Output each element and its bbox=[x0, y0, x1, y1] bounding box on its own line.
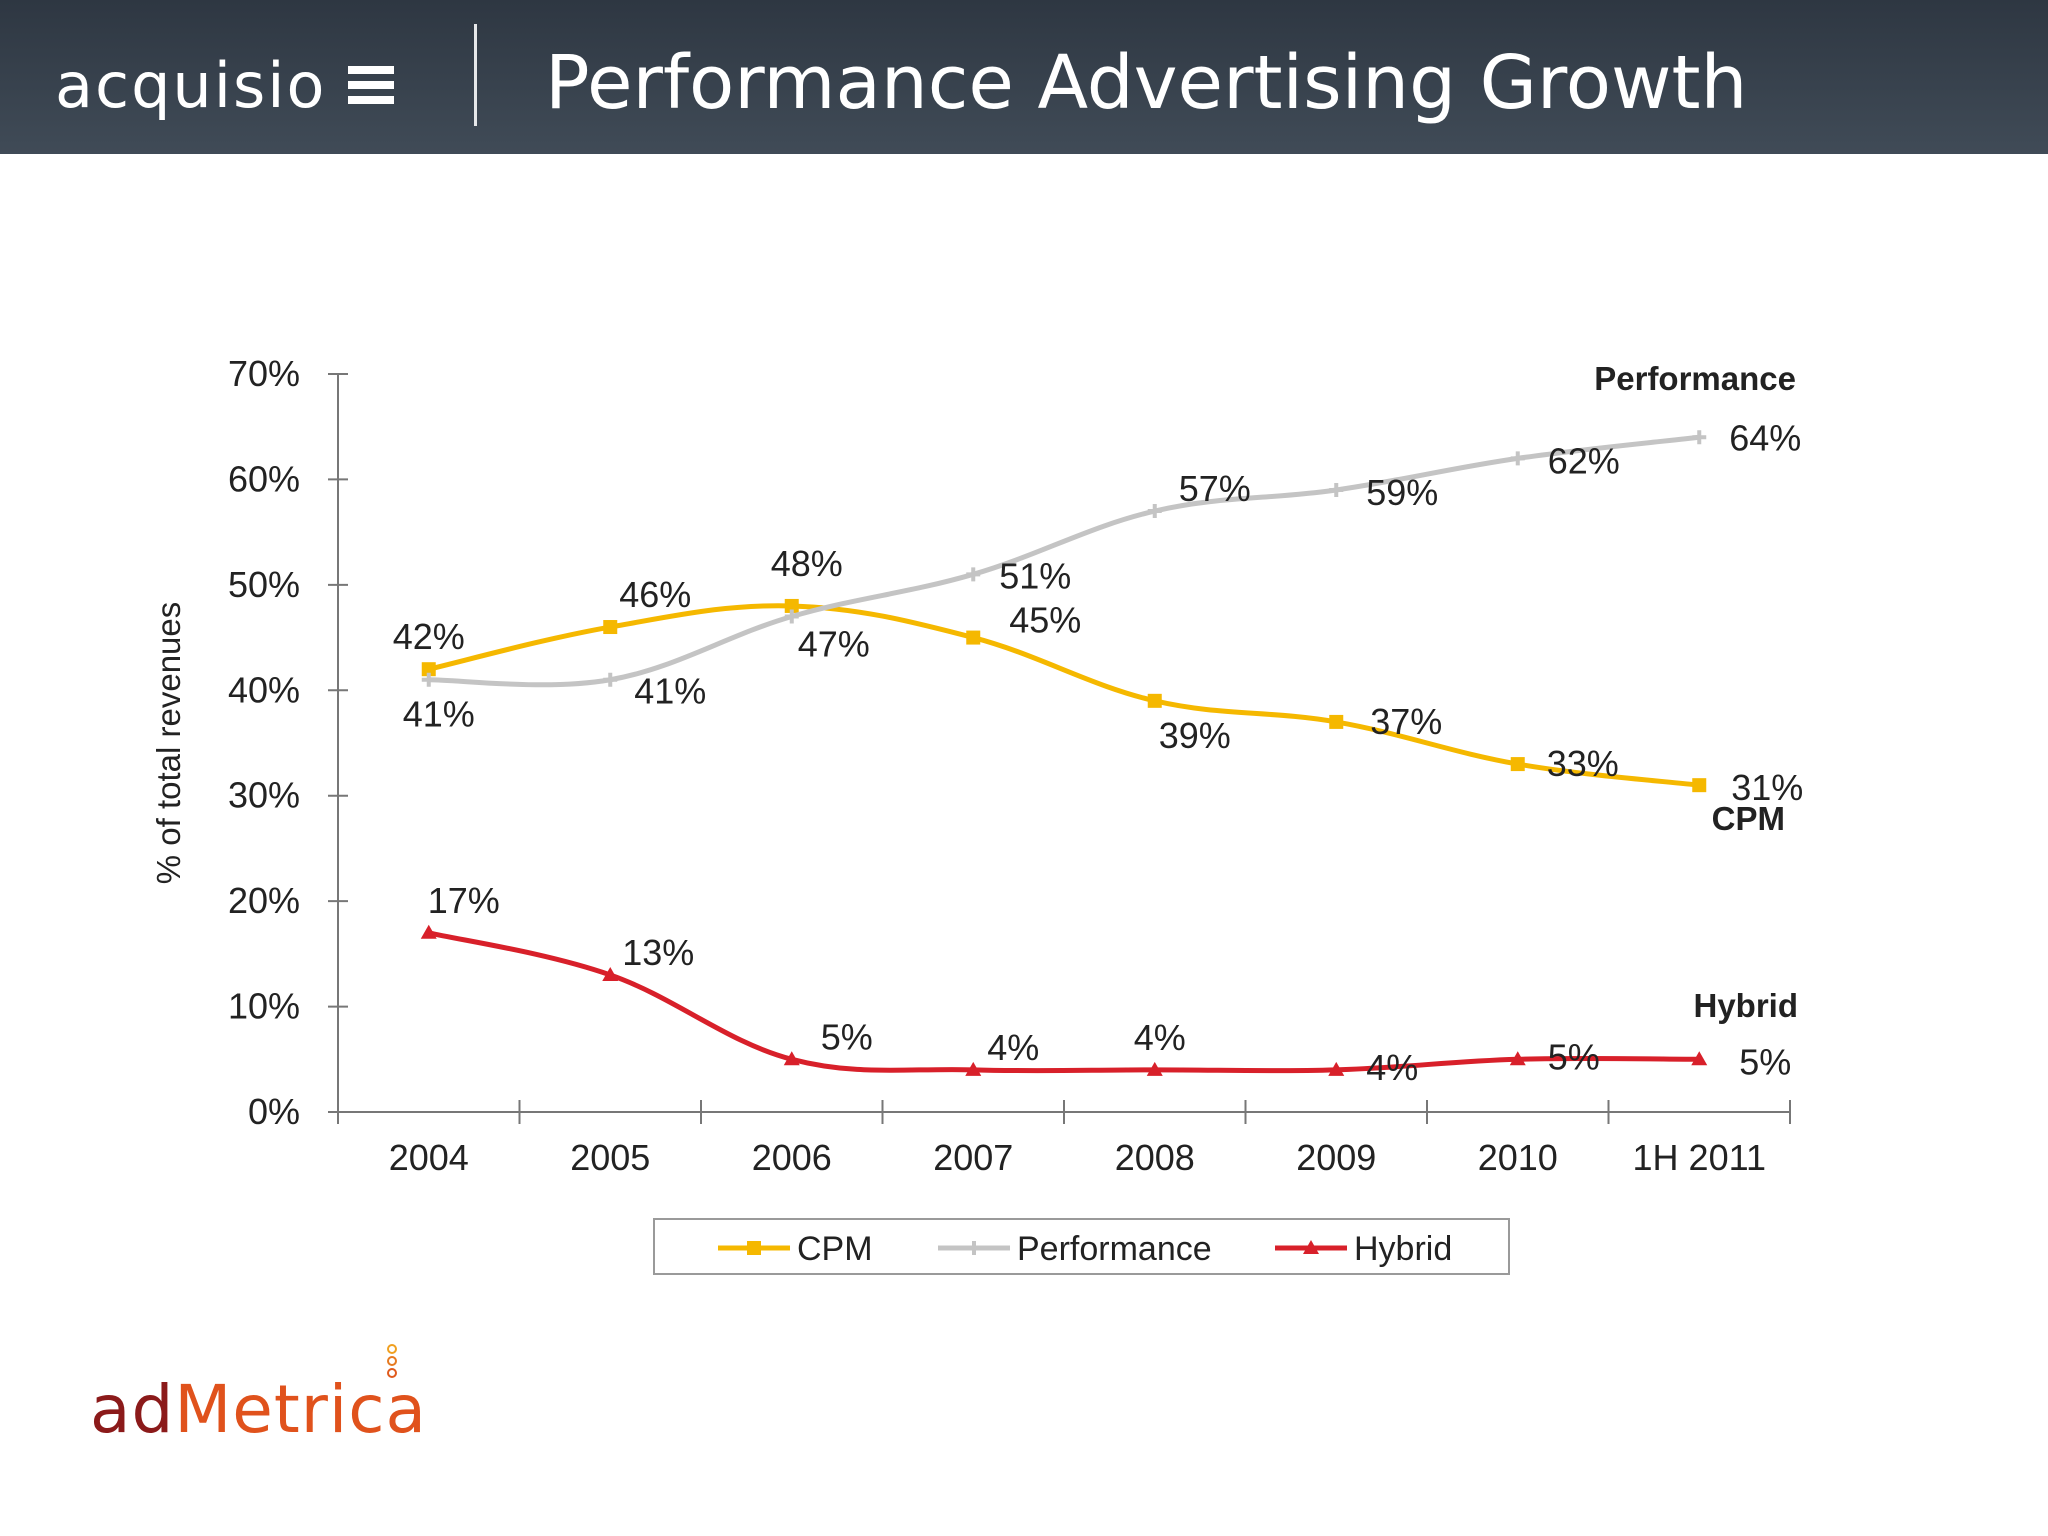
data-point-hybrid bbox=[1328, 1061, 1345, 1076]
data-label-cpm: 46% bbox=[619, 574, 691, 615]
data-point-cpm bbox=[421, 662, 436, 677]
slide-title: Performance Advertising Growth bbox=[545, 40, 1748, 126]
data-label-performance: 41% bbox=[634, 671, 706, 712]
data-label-performance: 64% bbox=[1729, 417, 1801, 458]
data-label-hybrid: 5% bbox=[1739, 1041, 1791, 1082]
x-tick-label: 2005 bbox=[570, 1137, 650, 1178]
y-tick-label: 60% bbox=[228, 458, 300, 499]
data-point-hybrid bbox=[1509, 1051, 1526, 1066]
legend-marker-hybrid bbox=[1303, 1240, 1319, 1254]
data-label-hybrid: 17% bbox=[428, 880, 500, 921]
data-point-cpm bbox=[1147, 693, 1162, 708]
series-line-hybrid bbox=[426, 930, 1702, 1074]
data-label-hybrid: 13% bbox=[622, 932, 694, 973]
x-tick-label: 2010 bbox=[1478, 1137, 1558, 1178]
legend-label-cpm: CPM bbox=[797, 1230, 873, 1268]
data-label-hybrid: 5% bbox=[821, 1016, 873, 1057]
logo-text: acquisio bbox=[55, 48, 327, 122]
y-tick-label: 40% bbox=[228, 669, 300, 710]
y-tick-label: 50% bbox=[228, 564, 300, 605]
data-point-hybrid bbox=[783, 1051, 800, 1066]
legend-marker-cpm bbox=[747, 1241, 761, 1255]
y-axis-label: % of total revenues bbox=[150, 602, 187, 885]
data-label-performance: 47% bbox=[798, 623, 870, 664]
data-label-hybrid: 5% bbox=[1548, 1036, 1600, 1077]
data-label-cpm: 33% bbox=[1547, 743, 1619, 784]
logo-dot-icon bbox=[387, 1356, 397, 1366]
data-point-performance bbox=[1510, 451, 1525, 466]
series-end-label-hybrid: Hybrid bbox=[1693, 987, 1798, 1024]
logo-dot-icon bbox=[387, 1368, 397, 1378]
x-tick-label: 2007 bbox=[933, 1137, 1013, 1178]
data-label-performance: 57% bbox=[1179, 468, 1251, 509]
x-tick-label: 2008 bbox=[1115, 1137, 1195, 1178]
data-point-performance bbox=[603, 672, 618, 687]
data-label-performance: 59% bbox=[1366, 472, 1438, 513]
menu-bars-icon bbox=[348, 66, 395, 104]
data-label-cpm: 39% bbox=[1159, 715, 1231, 756]
data-point-hybrid bbox=[602, 966, 619, 981]
data-point-performance bbox=[966, 567, 981, 582]
series-line-cpm bbox=[426, 603, 1702, 788]
data-label-cpm: 37% bbox=[1370, 701, 1442, 742]
acquisio-logo: acquisio bbox=[55, 40, 395, 130]
data-point-performance bbox=[421, 672, 436, 687]
data-point-cpm bbox=[1692, 778, 1707, 793]
data-label-cpm: 48% bbox=[771, 543, 843, 584]
data-point-hybrid bbox=[1691, 1051, 1708, 1066]
slide-header: acquisio Performance Advertising Growth bbox=[0, 0, 2048, 154]
data-label-performance: 41% bbox=[403, 694, 475, 735]
data-point-hybrid bbox=[1146, 1061, 1163, 1076]
data-point-performance bbox=[1692, 430, 1707, 445]
header-divider bbox=[474, 24, 477, 126]
data-point-performance bbox=[784, 609, 799, 624]
data-point-cpm bbox=[1510, 757, 1525, 772]
y-tick-label: 20% bbox=[228, 880, 300, 921]
brand-metrica: Metrica bbox=[174, 1371, 427, 1448]
data-point-performance bbox=[1329, 482, 1344, 497]
data-label-cpm: 31% bbox=[1731, 767, 1803, 808]
series-end-label-performance: Performance bbox=[1594, 360, 1796, 397]
x-tick-label: 2004 bbox=[389, 1137, 469, 1178]
data-point-hybrid bbox=[420, 924, 437, 939]
data-label-performance: 62% bbox=[1548, 440, 1620, 481]
logo-dot-icon bbox=[387, 1344, 397, 1354]
data-label-hybrid: 4% bbox=[1366, 1047, 1418, 1088]
data-label-cpm: 42% bbox=[393, 616, 465, 657]
data-point-cpm bbox=[784, 598, 799, 613]
admetrica-logo: adMetrica bbox=[90, 1344, 427, 1448]
y-tick-label: 0% bbox=[248, 1091, 300, 1132]
legend-marker-performance bbox=[967, 1241, 981, 1255]
data-point-hybrid bbox=[965, 1061, 982, 1076]
data-label-hybrid: 4% bbox=[1134, 1017, 1186, 1058]
data-point-performance bbox=[1147, 504, 1162, 519]
x-tick-label: 1H 2011 bbox=[1633, 1137, 1766, 1178]
legend-label-performance: Performance bbox=[1017, 1230, 1212, 1268]
data-label-hybrid: 4% bbox=[987, 1027, 1039, 1068]
data-point-cpm bbox=[603, 620, 618, 635]
x-tick-label: 2009 bbox=[1296, 1137, 1376, 1178]
data-point-cpm bbox=[1329, 714, 1344, 729]
svg-text:adMetrica: adMetrica bbox=[90, 1371, 427, 1448]
y-tick-label: 30% bbox=[228, 775, 300, 816]
legend-label-hybrid: Hybrid bbox=[1354, 1230, 1452, 1268]
y-tick-label: 10% bbox=[228, 986, 300, 1027]
data-label-performance: 51% bbox=[999, 555, 1071, 596]
brand-ad: ad bbox=[90, 1371, 174, 1448]
data-point-cpm bbox=[966, 630, 981, 645]
series-end-label-cpm: CPM bbox=[1712, 800, 1785, 837]
series-line-performance bbox=[426, 434, 1702, 688]
data-label-cpm: 45% bbox=[1009, 600, 1081, 641]
legend-box bbox=[653, 1218, 1510, 1275]
y-tick-label: 70% bbox=[228, 353, 300, 394]
x-tick-label: 2006 bbox=[752, 1137, 832, 1178]
